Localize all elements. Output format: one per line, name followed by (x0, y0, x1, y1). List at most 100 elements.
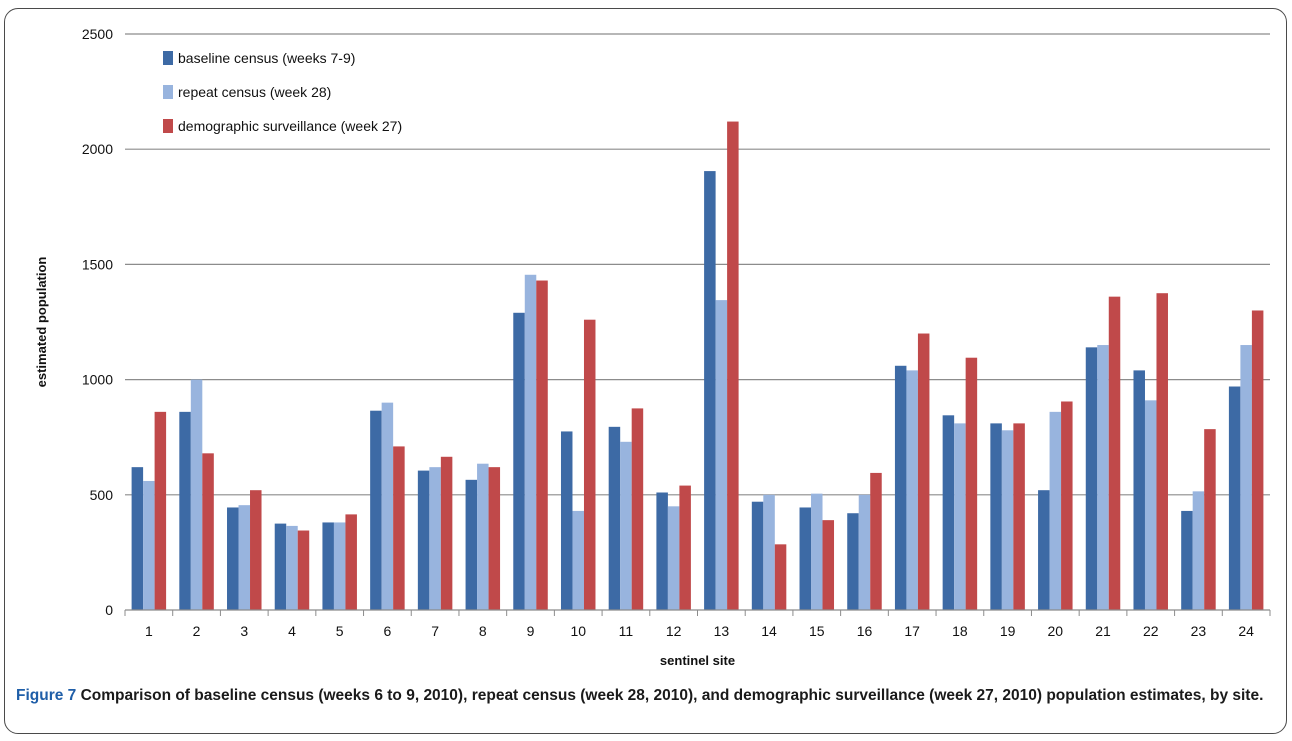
y-tick-labels: 0 500 1000 1500 2000 2500 (82, 26, 113, 618)
legend-swatch (163, 51, 173, 65)
x-tick-label: 15 (809, 623, 825, 639)
bar-repeat-site-4 (286, 525, 298, 610)
bar-repeat-site-7 (429, 467, 441, 610)
bar-baseline-site-14 (751, 501, 764, 610)
bar-repeat-site-23 (1192, 491, 1205, 610)
bar-surveillance-site-21 (1108, 296, 1121, 610)
x-tick-label: 19 (1000, 623, 1016, 639)
x-tick-label: 11 (619, 623, 634, 639)
bar-repeat-site-2 (190, 379, 203, 610)
bar-baseline-site-19 (990, 423, 1002, 610)
x-tick-labels: 1 2 3 4 5 6 7 8 9 10 11 12 13 14 15 16 17 18 19 20 21 22 23 24 (124, 610, 1271, 639)
x-tick-label: 23 (1191, 623, 1207, 639)
y-tick-label: 0 (105, 602, 113, 618)
figure-caption: Figure 7 Comparison of baseline census (… (16, 683, 1278, 708)
bar-baseline-site-22 (1133, 370, 1145, 610)
legend-swatch (163, 119, 173, 133)
legend-label: baseline census (weeks 7-9) (178, 50, 355, 66)
bar-repeat-site-14 (763, 494, 775, 610)
bar-surveillance-site-24 (1251, 310, 1264, 610)
bar-repeat-site-16 (858, 494, 871, 610)
caption-text: Comparison of baseline census (weeks 6 t… (80, 687, 1264, 704)
bar-repeat-site-15 (811, 493, 823, 610)
bar-repeat-site-11 (620, 441, 632, 610)
bar-repeat-site-17 (906, 370, 918, 610)
bar-baseline-site-4 (274, 523, 287, 610)
bar-baseline-site-21 (1085, 347, 1098, 610)
x-tick-label: 10 (570, 623, 586, 639)
bar-baseline-site-17 (894, 365, 907, 610)
x-tick-label: 12 (666, 623, 682, 639)
bar-repeat-site-6 (381, 402, 394, 610)
x-tick-label: 17 (904, 623, 920, 639)
bar-surveillance-site-3 (250, 490, 262, 610)
bar-surveillance-site-2 (202, 453, 214, 610)
x-tick-label: 24 (1238, 623, 1254, 639)
bar-baseline-site-6 (370, 410, 382, 610)
bar-surveillance-site-12 (679, 485, 691, 610)
bar-baseline-site-7 (417, 470, 430, 610)
bar-baseline-site-5 (322, 522, 334, 610)
y-axis-label: estimated population (34, 257, 49, 388)
bar-repeat-site-13 (715, 300, 728, 610)
figure-frame (4, 8, 1287, 734)
bar-surveillance-site-15 (822, 520, 835, 610)
x-tick-label: 18 (952, 623, 968, 639)
bar-baseline-site-15 (799, 507, 812, 610)
bar-surveillance-site-13 (727, 121, 739, 610)
bar-repeat-site-3 (238, 505, 251, 610)
bar-surveillance-site-19 (1013, 423, 1025, 610)
x-tick-label: 21 (1095, 623, 1111, 639)
x-tick-label: 7 (431, 623, 439, 639)
bar-surveillance-site-6 (393, 446, 405, 610)
x-tick-label: 14 (761, 623, 777, 639)
bar-surveillance-site-1 (154, 411, 167, 610)
bar-baseline-site-20 (1038, 490, 1050, 610)
x-tick-label: 22 (1143, 623, 1159, 639)
bar-repeat-site-19 (1001, 430, 1014, 610)
bar-baseline-site-16 (847, 513, 859, 610)
bar-surveillance-site-17 (917, 333, 930, 610)
bar-baseline-site-3 (227, 507, 239, 610)
bar-baseline-site-18 (942, 415, 955, 610)
y-tick-label: 500 (90, 487, 114, 503)
x-tick-label: 16 (857, 623, 873, 639)
x-tick-label: 9 (527, 623, 535, 639)
bar-repeat-site-9 (524, 274, 537, 610)
bar-repeat-site-1 (143, 480, 155, 610)
bar-surveillance-site-8 (488, 467, 501, 610)
x-tick-label: 2 (193, 623, 201, 639)
bar-surveillance-site-16 (870, 472, 882, 610)
y-tick-label: 2000 (82, 141, 113, 157)
bars (131, 121, 1264, 610)
x-tick-label: 20 (1048, 623, 1064, 639)
bar-surveillance-site-20 (1061, 401, 1073, 610)
bar-repeat-site-5 (333, 522, 346, 610)
x-tick-label: 3 (240, 623, 248, 639)
bar-repeat-site-24 (1240, 345, 1252, 610)
bar-baseline-site-2 (179, 411, 191, 610)
bar-surveillance-site-22 (1156, 293, 1168, 610)
bar-surveillance-site-14 (774, 544, 787, 610)
y-tick-label: 1500 (82, 256, 113, 272)
bar-repeat-site-8 (477, 463, 489, 610)
bar-surveillance-site-23 (1204, 429, 1216, 610)
bar-baseline-site-9 (513, 312, 525, 610)
legend-label: demographic surveillance (week 27) (178, 118, 402, 134)
x-tick-label: 6 (383, 623, 391, 639)
legend-label: repeat census (week 28) (178, 84, 331, 100)
bar-repeat-site-12 (667, 506, 680, 610)
bar-baseline-site-24 (1228, 386, 1241, 610)
bar-baseline-site-11 (608, 426, 621, 610)
y-tick-label: 2500 (82, 26, 113, 42)
gridlines (125, 33, 1270, 496)
bar-baseline-site-10 (560, 431, 573, 610)
caption-label: Figure 7 (16, 687, 77, 704)
bar-surveillance-site-11 (631, 408, 644, 610)
y-tick-label: 1000 (82, 372, 113, 388)
bar-baseline-site-13 (704, 171, 716, 610)
legend-swatch (163, 85, 173, 99)
x-tick-label: 13 (714, 623, 730, 639)
bar-baseline-site-1 (131, 467, 144, 610)
bar-repeat-site-20 (1049, 411, 1062, 610)
